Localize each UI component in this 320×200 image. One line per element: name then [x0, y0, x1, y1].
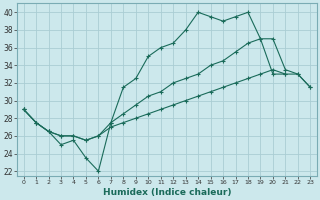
- X-axis label: Humidex (Indice chaleur): Humidex (Indice chaleur): [103, 188, 231, 197]
